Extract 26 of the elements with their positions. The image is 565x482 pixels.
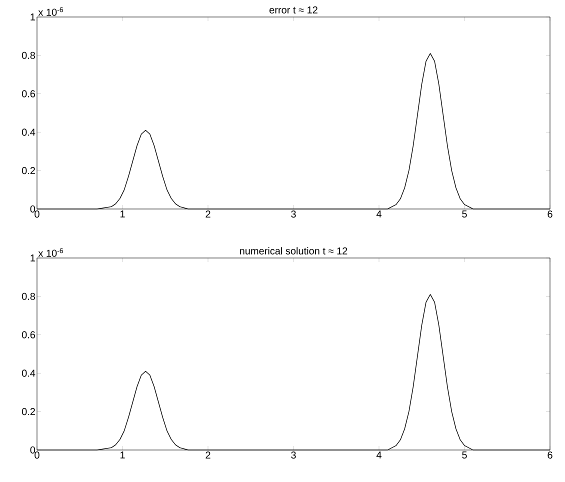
y-tick-label: 0.4: [22, 128, 36, 136]
y-tick-label: 1: [30, 14, 35, 20]
chart-title: numerical solution t ≈ 12: [240, 247, 348, 254]
y-tick-label: 0.4: [22, 370, 36, 377]
text: x 10$^{-6}$: [38, 248, 64, 257]
x-tick-label: 1: [120, 452, 125, 458]
x-tick-label: 6: [548, 452, 552, 459]
y-tick-label: 0.6: [22, 90, 36, 98]
x-tick-label: 2: [206, 210, 210, 218]
x-tick-label: 3: [291, 452, 296, 459]
x-tick-label: 1: [120, 210, 125, 218]
text: x 10$^{-6}$: [38, 7, 64, 16]
y-tick-label: 0.2: [22, 167, 35, 174]
x-tick-label: 5: [462, 452, 467, 459]
y-tick-label: 0.2: [22, 408, 35, 416]
x-tick-label: 5: [462, 210, 467, 218]
y-tick-label: 0.8: [22, 52, 36, 59]
y-tick-label: 0.8: [22, 292, 36, 300]
x-tick-label: 6: [548, 210, 552, 218]
x-tick-label: 3: [291, 210, 296, 218]
chart-title: error t ≈ 12: [270, 6, 318, 14]
y-tick-label: 1: [30, 254, 35, 262]
x-tick-label: 4: [376, 452, 382, 458]
x-tick-label: 4: [376, 210, 382, 218]
y-tick-label: 0.6: [22, 331, 36, 338]
x-tick-label: 2: [206, 452, 210, 459]
